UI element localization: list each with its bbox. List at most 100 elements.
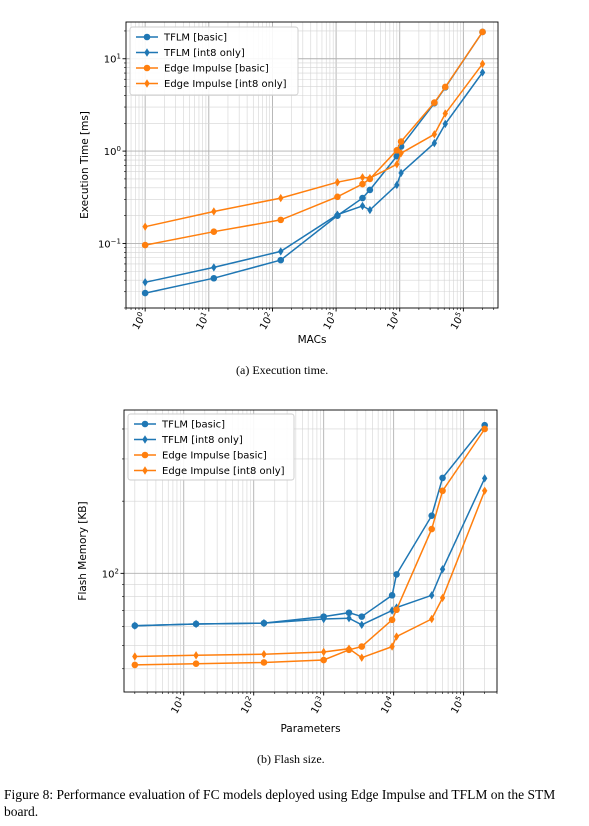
legend-label: Edge Impulse [int8 only] <box>162 466 285 477</box>
data-point <box>193 619 199 629</box>
data-point <box>389 606 395 615</box>
legend-item-0: TFLM [basic] <box>136 33 227 44</box>
data-point <box>397 138 405 145</box>
x-tick-label: 105 <box>447 311 467 332</box>
x-tick-label: 102 <box>256 311 276 332</box>
data-point <box>429 591 435 600</box>
legend-item-3: Edge Impulse [int8 only] <box>134 466 285 477</box>
data-point <box>334 193 341 201</box>
data-point <box>394 160 400 169</box>
data-point <box>442 109 448 118</box>
data-point <box>278 193 284 203</box>
data-point <box>479 59 486 69</box>
chart-1: 101 102 103 104 105 102 Parameters Flash Memory… <box>77 409 498 735</box>
y-tick-label: 10−1 <box>98 237 121 250</box>
data-point <box>359 194 366 202</box>
data-point <box>393 571 400 578</box>
legend-label: Edge Impulse [int8 only] <box>164 79 287 90</box>
x-tick-label: 101 <box>168 695 188 716</box>
chart-0: 100 101 102 103 104 105 10−1 100 101 MACs Executio… <box>79 21 499 346</box>
data-point <box>398 148 404 158</box>
data-point <box>346 644 352 653</box>
x-tick-label: 101 <box>193 311 213 332</box>
data-point <box>366 186 374 194</box>
grid <box>124 410 498 692</box>
legend-label: TFLM [int8 only] <box>161 435 243 446</box>
data-point <box>277 216 285 224</box>
data-point <box>439 593 446 603</box>
legend-marker <box>141 420 149 428</box>
data-point <box>192 660 200 667</box>
data-point <box>142 278 148 287</box>
data-point <box>428 525 436 533</box>
y-axis-title: Flash Memory [KB] <box>77 501 89 600</box>
legend-box <box>129 26 299 96</box>
data-point <box>345 609 353 617</box>
legend-label: Edge Impulse [basic] <box>162 451 267 462</box>
y-tick-label: 101 <box>104 53 121 66</box>
data-point <box>398 168 404 178</box>
data-point <box>479 28 486 36</box>
data-point <box>359 201 366 211</box>
legend-marker <box>142 466 148 475</box>
x-tick-label: 104 <box>378 694 398 716</box>
data-point <box>358 613 366 620</box>
legend-label: Edge Impulse [basic] <box>164 64 269 75</box>
x-tick-label: 103 <box>320 311 340 332</box>
legend-marker <box>144 48 150 57</box>
legend: TFLM [basic] TFLM [int8 only] Edge Impulse… <box>127 413 295 481</box>
figure-caption: Figure 8: Performance evaluation of FC m… <box>4 787 556 819</box>
data-point <box>132 652 138 661</box>
data-point <box>388 616 396 624</box>
x-tick-label: 102 <box>238 695 258 716</box>
x-axis-title: MACs <box>298 334 327 346</box>
legend-item-2: Edge Impulse [basic] <box>136 64 269 75</box>
x-tick-label: 104 <box>384 310 404 332</box>
data-point <box>441 83 449 91</box>
x-axis-title: Parameters <box>280 723 340 735</box>
data-point <box>439 474 446 482</box>
legend-label: TFLM [basic] <box>163 33 227 44</box>
data-point <box>320 614 327 624</box>
data-point <box>367 173 373 183</box>
data-point <box>261 650 267 659</box>
data-point <box>393 147 401 154</box>
series-3 <box>132 486 488 662</box>
legend-label: TFLM [basic] <box>161 420 225 431</box>
series-3 <box>142 59 486 231</box>
data-point <box>210 228 218 236</box>
x-tick-label: 103 <box>308 695 328 716</box>
data-point <box>393 152 401 160</box>
data-point <box>359 620 365 630</box>
data-point <box>394 180 400 190</box>
data-point <box>439 487 446 495</box>
legend-box <box>127 413 295 481</box>
legend-marker <box>143 33 151 41</box>
legend-item-3: Edge Impulse [int8 only] <box>136 79 287 90</box>
legend-item-1: TFLM [int8 only] <box>134 435 243 446</box>
legend-marker <box>144 79 150 88</box>
data-point <box>393 632 400 641</box>
series-1 <box>132 474 488 630</box>
data-point <box>431 99 438 106</box>
data-point <box>210 274 218 282</box>
y-tick-label: 100 <box>104 145 121 158</box>
axes-frame <box>125 21 499 309</box>
legend-marker <box>141 451 149 459</box>
data-point <box>211 207 217 216</box>
data-point <box>393 606 400 614</box>
data-point <box>131 661 139 669</box>
legend-item-0: TFLM [basic] <box>134 420 225 431</box>
series-2 <box>131 425 488 669</box>
data-point <box>481 486 488 495</box>
x-tick-label: 105 <box>448 695 468 716</box>
y-axis-title: Execution Time [ms] <box>79 111 91 219</box>
data-point <box>389 642 395 651</box>
data-point <box>429 614 435 624</box>
data-point <box>479 68 486 77</box>
data-point <box>359 653 365 662</box>
data-point <box>142 222 148 231</box>
y-tick-label: 102 <box>102 567 119 580</box>
data-point <box>359 180 366 188</box>
